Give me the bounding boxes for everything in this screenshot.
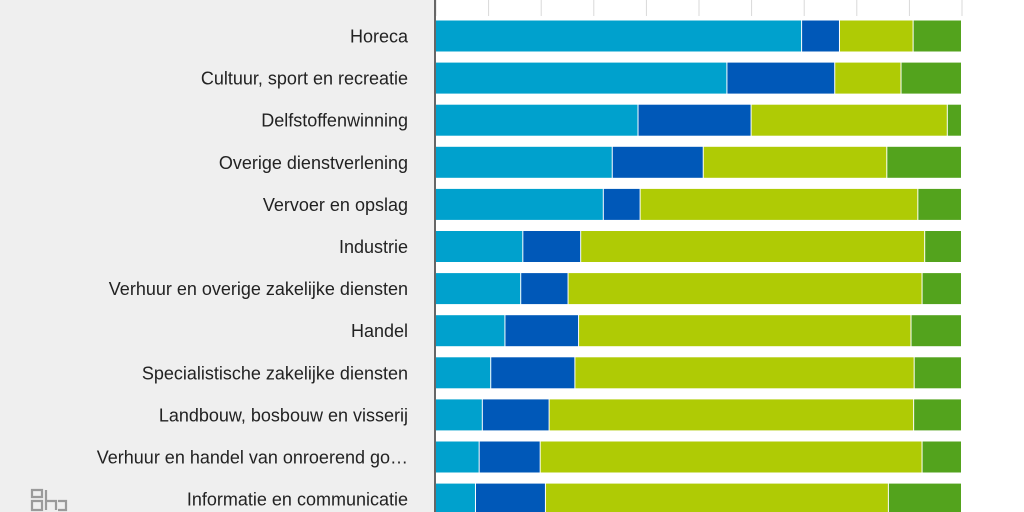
bar-segment-3-1[interactable] (612, 146, 703, 178)
bar-segment-7-2[interactable] (579, 315, 911, 347)
bar-segment-10-0[interactable] (436, 441, 479, 473)
category-label-10: Verhuur en handel van onroerend go… (97, 448, 408, 468)
category-label-1: Cultuur, sport en recreatie (201, 69, 408, 89)
bar-segment-8-3[interactable] (914, 357, 961, 389)
category-label-8: Specialistische zakelijke diensten (142, 363, 408, 383)
category-label-7: Handel (351, 321, 408, 341)
bar-segment-5-3[interactable] (925, 231, 961, 262)
category-label-11: Informatie en communicatie (187, 490, 408, 510)
bar-segment-11-3[interactable] (888, 483, 961, 512)
bar-segment-10-3[interactable] (922, 441, 961, 473)
bar-segment-6-0[interactable] (436, 273, 521, 305)
bar-segment-3-2[interactable] (703, 146, 887, 178)
bar-segment-7-0[interactable] (436, 315, 505, 347)
bar-segment-0-3[interactable] (913, 20, 961, 52)
bar-segment-4-1[interactable] (603, 188, 640, 220)
bar-segment-5-2[interactable] (581, 231, 925, 262)
bar-segment-0-2[interactable] (839, 20, 913, 52)
bar-segment-5-0[interactable] (436, 231, 523, 262)
bar-segment-10-1[interactable] (479, 441, 540, 473)
bar-segment-1-2[interactable] (835, 62, 901, 94)
bar-segment-2-1[interactable] (638, 104, 751, 136)
bar-segment-4-0[interactable] (436, 188, 603, 220)
bar-segment-9-1[interactable] (482, 399, 549, 431)
bar-segment-9-3[interactable] (914, 399, 961, 431)
cbs-logo-icon (30, 488, 68, 512)
bar-segment-6-3[interactable] (922, 273, 961, 305)
bar-segment-4-3[interactable] (918, 188, 961, 220)
bar-segment-9-0[interactable] (436, 399, 482, 431)
bar-segment-7-1[interactable] (505, 315, 579, 347)
category-label-panel (0, 0, 434, 512)
bar-segment-6-1[interactable] (521, 273, 568, 305)
bar-segment-8-2[interactable] (575, 357, 914, 389)
bar-segment-8-0[interactable] (436, 357, 491, 389)
bar-segment-1-0[interactable] (436, 62, 727, 94)
bar-segment-0-0[interactable] (436, 20, 802, 52)
bar-segment-11-2[interactable] (545, 483, 888, 512)
bar-segment-6-2[interactable] (568, 273, 922, 305)
bar-segment-11-0[interactable] (436, 483, 475, 512)
bar-segment-11-1[interactable] (475, 483, 545, 512)
bar-segment-3-3[interactable] (887, 146, 961, 178)
category-label-0: Horeca (350, 27, 409, 47)
bar-segment-2-3[interactable] (947, 104, 961, 136)
bar-segment-10-2[interactable] (540, 441, 922, 473)
bar-segment-2-0[interactable] (436, 104, 638, 136)
bar-segment-3-0[interactable] (436, 146, 612, 178)
bar-segment-2-2[interactable] (751, 104, 947, 136)
bar-segment-9-2[interactable] (549, 399, 914, 431)
category-label-4: Vervoer en opslag (263, 195, 408, 215)
category-label-6: Verhuur en overige zakelijke diensten (109, 279, 408, 299)
bar-segment-0-1[interactable] (802, 20, 839, 52)
category-label-5: Industrie (339, 237, 408, 257)
category-label-9: Landbouw, bosbouw en visserij (159, 405, 408, 425)
bar-segment-4-2[interactable] (640, 188, 918, 220)
bar-segment-7-3[interactable] (911, 315, 961, 347)
category-label-3: Overige dienstverlening (219, 153, 408, 173)
bar-segment-8-1[interactable] (491, 357, 575, 389)
bar-segment-1-1[interactable] (727, 62, 835, 94)
bar-segment-1-3[interactable] (901, 62, 961, 94)
category-label-2: Delfstoffenwinning (261, 111, 408, 131)
bar-segment-5-1[interactable] (523, 231, 581, 262)
